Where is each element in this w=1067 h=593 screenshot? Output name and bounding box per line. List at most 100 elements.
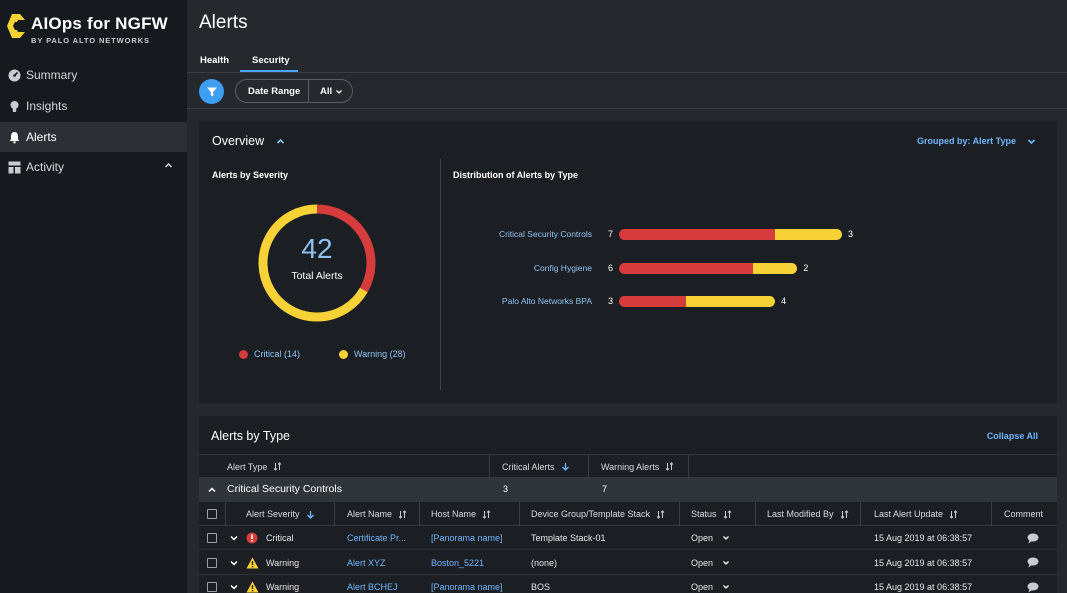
comment-icon[interactable]	[1027, 551, 1039, 575]
sort-icon	[949, 509, 958, 519]
critical-icon	[246, 526, 258, 550]
tab-health[interactable]: Health	[200, 55, 230, 66]
bar-category-label[interactable]: Critical Security Controls	[498, 229, 592, 239]
severity-cell: Warning	[266, 557, 300, 568]
device-group-cell: BOS	[531, 582, 551, 592]
comment-icon[interactable]	[1027, 526, 1039, 550]
bar-segment-critical	[619, 263, 753, 274]
chevron-down-icon[interactable]	[1027, 137, 1036, 146]
status-dropdown[interactable]: Open	[691, 533, 714, 543]
filter-icon	[206, 87, 217, 96]
select-all-checkbox[interactable]	[207, 509, 217, 519]
tab-security[interactable]: Security	[252, 55, 290, 66]
bar-category-label[interactable]: Config Hygiene	[533, 263, 592, 273]
table-row[interactable]: Warning Alert BCHEJ [Panorama name] BOS Open…	[199, 575, 1057, 593]
chevron-down-icon[interactable]	[722, 526, 730, 550]
column-header-last-alert-update[interactable]: Last Alert Update	[874, 502, 958, 526]
stacked-bar[interactable]	[619, 263, 798, 274]
donut-slice-critical	[316, 204, 376, 293]
alert-name-link[interactable]: Alert BCHEJ	[347, 582, 398, 592]
chevron-up-icon[interactable]	[208, 486, 216, 494]
sort-icon	[273, 462, 282, 471]
arrow-down-icon	[306, 510, 315, 519]
table-row[interactable]: Critical Certificate Pr... [Panorama name]…	[199, 526, 1057, 550]
gauge-icon	[8, 69, 21, 82]
alert-name-link[interactable]: Alert XYZ	[347, 557, 386, 568]
column-header-label: Comment	[1004, 509, 1044, 519]
sort-icon	[723, 509, 732, 519]
date-range-filter[interactable]: Date Range All	[235, 79, 353, 103]
column-header-comment[interactable]: Comment	[1004, 502, 1043, 526]
bar-segment-warning	[685, 296, 776, 307]
chevron-up-icon[interactable]	[276, 137, 285, 146]
column-header-alert-name[interactable]: Alert Name	[347, 502, 407, 526]
status-dropdown[interactable]: Open	[691, 582, 714, 592]
last-update-cell: 15 Aug 2019 at 06:38:57	[874, 582, 973, 592]
column-header-alert-type[interactable]: Alert Type	[227, 455, 282, 478]
sidebar-item-alerts[interactable]: Alerts	[0, 122, 187, 152]
host-name-link[interactable]: [Panorama name]	[431, 582, 503, 592]
column-header-status[interactable]: Status	[691, 502, 732, 526]
filter-button[interactable]	[199, 79, 224, 104]
group-critical-count: 3	[503, 484, 509, 494]
divider	[334, 502, 335, 526]
chevron-down-icon[interactable]	[230, 551, 238, 575]
total-alerts-count: 42	[301, 233, 333, 264]
stacked-bar[interactable]	[619, 296, 776, 307]
severity-chart-title: Alerts by Severity	[212, 170, 289, 180]
row-checkbox[interactable]	[207, 533, 217, 543]
divider	[419, 502, 420, 526]
column-header-critical-alerts[interactable]: Critical Alerts	[502, 455, 570, 478]
row-checkbox[interactable]	[207, 557, 217, 568]
chevron-down-icon[interactable]	[230, 526, 238, 550]
column-header-label: Critical Alerts	[502, 461, 555, 472]
severity-cell: Warning	[266, 582, 300, 592]
column-header-last-modified-by[interactable]: Last Modified By	[767, 502, 849, 526]
bar-category-label[interactable]: Palo Alto Networks BPA	[501, 296, 592, 306]
column-header-host-name[interactable]: Host Name	[431, 502, 491, 526]
warning-icon	[246, 575, 259, 593]
summary-table-header: Alert Type Critical Alerts Warning Alert…	[199, 454, 1057, 478]
column-header-alert-severity[interactable]: Alert Severity	[246, 502, 315, 526]
device-group-cell: Template Stack-01	[531, 533, 606, 543]
chevron-down-icon[interactable]	[230, 575, 238, 593]
bar-value-critical: 7	[608, 229, 614, 239]
sidebar-item-activity[interactable]: Activity	[0, 152, 187, 182]
page-title: Alerts	[199, 12, 248, 33]
bar-value-warning: 2	[803, 263, 809, 273]
comment-icon[interactable]	[1027, 575, 1039, 593]
sort-icon	[665, 462, 674, 471]
alerts-table-header: Alert Severity Alert Name Host Name Device …	[199, 502, 1057, 526]
device-group-cell: (none)	[531, 557, 558, 568]
stacked-bar[interactable]	[619, 229, 842, 240]
divider	[755, 502, 756, 526]
chevron-up-icon[interactable]	[164, 161, 173, 170]
table-row[interactable]: Warning Alert XYZ Boston_5221 (none) Open 15 …	[199, 551, 1057, 575]
bar-segment-warning	[752, 263, 798, 274]
collapse-all-link[interactable]: Collapse All	[986, 431, 1038, 441]
host-name-link[interactable]: Boston_5221	[431, 557, 485, 568]
column-header-label: Alert Name	[347, 509, 393, 519]
sidebar-item-insights[interactable]: Insights	[0, 91, 187, 121]
column-header-label: Host Name	[431, 509, 477, 519]
alert-name-link[interactable]: Certificate Pr...	[347, 533, 407, 543]
chevron-down-icon[interactable]	[722, 551, 730, 575]
divider	[679, 502, 680, 526]
divider	[991, 502, 992, 526]
column-header-label: Warning Alerts	[601, 461, 660, 472]
column-header-warning-alerts[interactable]: Warning Alerts	[601, 455, 674, 478]
status-dropdown[interactable]: Open	[691, 557, 714, 568]
grouped-by-dropdown[interactable]: Grouped by: Alert Type	[916, 136, 1016, 146]
last-update-cell: 15 Aug 2019 at 06:38:57	[874, 533, 973, 543]
app-logo[interactable]: AIOps for NGFW BY PALO ALTO NETWORKS	[6, 12, 182, 46]
sidebar-item-summary[interactable]: Summary	[0, 60, 187, 90]
sort-icon	[482, 509, 491, 519]
host-name-link[interactable]: [Panorama name]	[431, 533, 503, 543]
row-checkbox[interactable]	[207, 582, 217, 592]
chevron-down-icon[interactable]	[722, 575, 730, 593]
alert-type-group-row[interactable]: Critical Security Controls 3 7	[199, 478, 1057, 502]
legend-label: Critical (14)	[254, 349, 301, 359]
column-header-device-group-template-stack[interactable]: Device Group/Template Stack	[531, 502, 665, 526]
column-header-label: Status	[691, 509, 717, 519]
date-range-value[interactable]: All	[320, 85, 333, 97]
